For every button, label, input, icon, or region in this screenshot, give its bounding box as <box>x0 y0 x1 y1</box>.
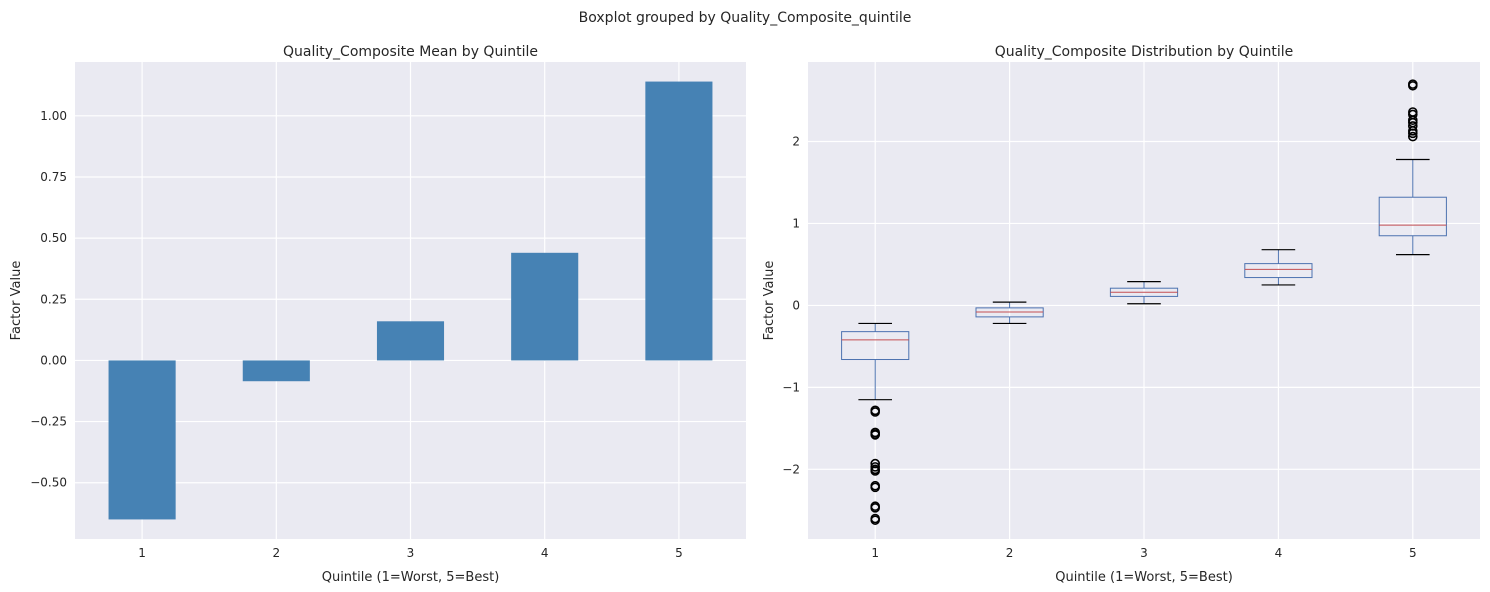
outlier-point <box>870 503 881 513</box>
mean-bar-chart-panel: −0.50 −0.25 0.00 0.25 0.50 0.75 1.00 1 2 3 4 5 Qual… <box>9 44 746 585</box>
box-quintile-4 <box>1244 249 1313 286</box>
bar-quintile-5 <box>645 81 713 361</box>
box-quintile-5 <box>1378 79 1447 256</box>
bar-quintile-1 <box>108 360 176 520</box>
iqr-box <box>1244 263 1313 279</box>
outlier-point <box>1408 121 1418 131</box>
bar-chart-title: Quality_Composite Mean by Quintile <box>283 44 538 60</box>
x-tick-label: 3 <box>1140 546 1148 560</box>
outlier-point <box>870 515 881 525</box>
x-tick-label: 2 <box>272 546 280 560</box>
y-tick-label: 2 <box>792 135 800 149</box>
y-tick-label: 1.00 <box>40 109 67 123</box>
y-tick-label: 0.50 <box>40 231 67 245</box>
y-tick-label: −2 <box>782 462 800 476</box>
y-tick-label: 0.00 <box>40 353 67 367</box>
x-tick-label: 4 <box>541 546 549 560</box>
outlier-point <box>1408 131 1418 142</box>
bar-quintile-4 <box>511 252 579 361</box>
y-tick-label: 0.75 <box>40 170 67 184</box>
bar-chart-bars <box>108 81 713 520</box>
bar-chart-tick-labels: −0.50 −0.25 0.00 0.25 0.50 0.75 1.00 1 2 3 4 5 <box>30 109 683 560</box>
y-tick-label: 1 <box>792 216 800 230</box>
outlier-point <box>870 466 881 476</box>
distribution-boxplot-panel: −2 −1 0 1 2 1 2 3 4 5 Quality_Composite Distribut… <box>762 44 1480 585</box>
box-quintile-1 <box>841 322 910 525</box>
y-tick-label: −0.50 <box>30 476 67 490</box>
boxplot-tick-labels: −2 −1 0 1 2 1 2 3 4 5 <box>782 135 1416 561</box>
x-tick-label: 2 <box>1006 546 1014 560</box>
boxplot-x-axis-label: Quintile (1=Worst, 5=Best) <box>1055 570 1233 585</box>
x-tick-label: 3 <box>407 546 415 560</box>
y-tick-label: −1 <box>782 380 800 394</box>
boxplot-gridlines <box>808 62 1480 539</box>
bar-quintile-3 <box>376 321 445 361</box>
y-tick-label: 0.25 <box>40 292 67 306</box>
x-tick-label: 4 <box>1275 546 1283 560</box>
box-quintile-2 <box>975 301 1044 325</box>
bar-chart-x-axis-label: Quintile (1=Worst, 5=Best) <box>322 570 500 585</box>
boxplot-boxes <box>841 79 1447 525</box>
outlier-point <box>1408 107 1418 117</box>
outlier-point <box>870 407 881 417</box>
y-tick-label: −0.25 <box>30 415 67 429</box>
box-quintile-3 <box>1109 281 1179 305</box>
bar-quintile-2 <box>242 360 310 382</box>
x-tick-label: 1 <box>138 546 146 560</box>
x-tick-label: 5 <box>675 546 683 560</box>
outlier-point <box>870 482 881 493</box>
bar-chart-y-axis-label: Factor Value <box>9 261 24 341</box>
x-tick-label: 5 <box>1409 546 1417 560</box>
outlier-point <box>1408 79 1418 89</box>
iqr-box <box>841 331 910 361</box>
figure-suptitle: Boxplot grouped by Quality_Composite_qui… <box>579 10 912 26</box>
iqr-box <box>1378 196 1447 237</box>
boxplot-y-axis-label: Factor Value <box>762 261 777 341</box>
x-tick-label: 1 <box>871 546 879 560</box>
outlier-point <box>870 430 881 440</box>
y-tick-label: 0 <box>792 298 800 312</box>
boxplot-title: Quality_Composite Distribution by Quinti… <box>995 44 1293 60</box>
